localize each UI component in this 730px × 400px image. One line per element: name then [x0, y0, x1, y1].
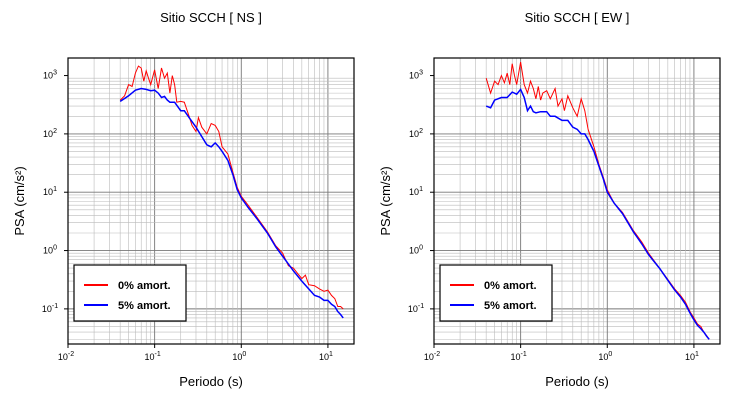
- y-tick-label: 100: [43, 245, 57, 256]
- legend: 0% amort. 5% amort.: [439, 264, 553, 322]
- series-line-1: [119, 87, 344, 319]
- legend-label-1: 5% amort.: [118, 300, 171, 312]
- y-tick-label: 102: [409, 128, 423, 139]
- legend-label-1: 5% amort.: [484, 300, 537, 312]
- x-axis-ticks: 10-2 10-1 100 101: [424, 344, 699, 362]
- plot-frame: [433, 57, 721, 345]
- x-tick-label: 10-1: [145, 351, 161, 362]
- x-tick-label: 100: [598, 351, 612, 362]
- plot-area: [485, 62, 710, 340]
- y-tick-label: 100: [409, 245, 423, 256]
- legend-box: [73, 264, 187, 322]
- series-line-0: [119, 65, 344, 310]
- y-axis-label: PSA (cm/s²): [378, 166, 393, 235]
- x-tick-label: 101: [685, 351, 699, 362]
- y-tick-label: 101: [43, 186, 57, 197]
- legend-label-0: 0% amort.: [484, 280, 537, 292]
- chart-title: Sitio SCCH [ EW ]: [525, 10, 630, 25]
- legend: 0% amort. 5% amort.: [73, 264, 187, 322]
- x-tick-label: 100: [232, 351, 246, 362]
- y-axis-label: PSA (cm/s²): [12, 166, 27, 235]
- x-axis-label: Periodo (s): [179, 374, 243, 389]
- chart-panel-ns: Sitio SCCH [ NS ] 10-2 10-1 100 101 10-1 100…: [12, 10, 355, 389]
- x-tick-label: 101: [319, 351, 333, 362]
- y-tick-label: 103: [409, 70, 423, 81]
- y-tick-label: 102: [43, 128, 57, 139]
- y-axis-ticks: 10-1 100 101 102 103: [408, 70, 434, 314]
- x-tick-label: 10-1: [511, 351, 527, 362]
- series-line-1: [485, 87, 710, 340]
- y-tick-label: 10-1: [42, 303, 58, 314]
- chart-title: Sitio SCCH [ NS ]: [160, 10, 262, 25]
- x-axis-label: Periodo (s): [545, 374, 609, 389]
- x-tick-label: 10-2: [424, 351, 440, 362]
- y-tick-label: 103: [43, 70, 57, 81]
- series-line-0: [485, 62, 710, 340]
- plot-area: [119, 65, 344, 319]
- plot-frame: [67, 57, 355, 345]
- y-tick-label: 10-1: [408, 303, 424, 314]
- y-axis-ticks: 10-1 100 101 102 103: [42, 70, 68, 314]
- legend-box: [439, 264, 553, 322]
- chart-panel-ew: Sitio SCCH [ EW ] 10-2 10-1 100 101 10-1 100…: [378, 10, 721, 389]
- x-tick-label: 10-2: [58, 351, 74, 362]
- y-tick-label: 101: [409, 186, 423, 197]
- x-axis-ticks: 10-2 10-1 100 101: [58, 344, 333, 362]
- legend-label-0: 0% amort.: [118, 280, 171, 292]
